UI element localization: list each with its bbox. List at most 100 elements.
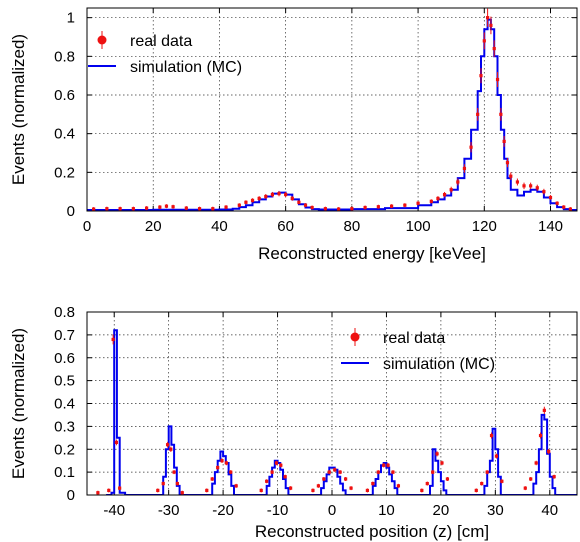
data-point xyxy=(489,23,493,27)
data-point xyxy=(216,465,220,470)
data-point xyxy=(277,192,281,196)
data-point xyxy=(416,201,420,205)
data-point xyxy=(244,200,248,204)
y-tick-label: 0 xyxy=(67,487,75,504)
data-point xyxy=(522,184,526,188)
plot-frame xyxy=(86,7,578,212)
y-tick-label: 0.4 xyxy=(54,126,75,143)
data-point xyxy=(480,481,484,486)
data-point xyxy=(382,463,386,467)
data-point xyxy=(552,475,556,479)
data-point xyxy=(327,470,331,474)
data-point xyxy=(265,479,269,483)
data-point xyxy=(333,468,337,472)
data-point xyxy=(107,488,111,493)
data-point xyxy=(548,195,553,200)
data-point xyxy=(338,470,342,474)
x-tick-label: 20 xyxy=(145,218,162,235)
data-point xyxy=(542,408,546,412)
mc-step-line xyxy=(106,329,577,495)
data-point xyxy=(495,77,500,82)
data-point xyxy=(316,484,320,488)
data-point xyxy=(482,39,486,43)
legend-data-symbol xyxy=(350,332,360,342)
data-point xyxy=(499,112,503,116)
data-point xyxy=(396,484,401,488)
data-point xyxy=(210,477,214,481)
data-point xyxy=(169,447,173,451)
data-point xyxy=(297,200,301,204)
data-point xyxy=(509,174,513,178)
y-tick-label: 0.8 xyxy=(54,304,75,321)
data-point xyxy=(92,207,96,211)
y-tick-label: 0.2 xyxy=(54,164,75,181)
y-tick-label: 0.4 xyxy=(54,396,75,413)
legend: real data simulation (MC) xyxy=(88,31,242,76)
data-point xyxy=(500,479,504,483)
y-axis-label: Events (normalized) xyxy=(9,34,28,185)
data-point xyxy=(250,198,255,202)
data-point xyxy=(365,488,369,493)
legend-label-data: real data xyxy=(130,33,192,50)
plot-area xyxy=(96,329,577,495)
data-point xyxy=(436,196,440,201)
data-point xyxy=(403,203,407,207)
data-point xyxy=(224,461,228,465)
data-point xyxy=(290,196,294,201)
data-point xyxy=(337,207,341,211)
x-tick-label: 40 xyxy=(211,218,228,235)
data-point xyxy=(376,205,380,209)
data-point xyxy=(180,491,184,495)
data-point xyxy=(486,16,490,20)
data-point xyxy=(156,488,160,493)
data-point xyxy=(184,206,188,210)
data-point xyxy=(284,192,288,197)
plot-area xyxy=(87,8,577,211)
position-chart: -40 -30 -20 -10 0 10 20 30 40 0 0.1 0.2 0.3 0.4 0.5 0.6… xyxy=(9,304,578,541)
y-tick-label: 0.6 xyxy=(54,350,75,367)
data-point xyxy=(538,433,543,438)
data-point xyxy=(229,470,233,474)
data-point xyxy=(264,194,268,199)
x-tick-label: 100 xyxy=(406,218,431,235)
data-point xyxy=(211,207,215,211)
x-tick-label: -20 xyxy=(212,502,234,519)
data-point xyxy=(479,74,483,78)
data-point xyxy=(111,337,115,342)
data-point xyxy=(542,190,546,194)
data-point xyxy=(456,180,460,184)
data-point xyxy=(435,452,439,456)
data-point xyxy=(425,481,429,486)
data-point xyxy=(270,192,275,197)
data-point xyxy=(562,205,566,209)
legend-label-data: real data xyxy=(383,330,445,347)
data-point xyxy=(442,192,447,197)
data-point xyxy=(494,454,499,458)
data-point xyxy=(476,112,480,116)
data-point xyxy=(161,481,165,486)
data-point xyxy=(197,207,202,211)
data-point xyxy=(502,139,506,143)
data-point xyxy=(547,449,551,454)
data-point xyxy=(515,180,520,184)
y-axis-label: Events (normalized) xyxy=(9,328,28,479)
data-point xyxy=(344,477,348,481)
data-point xyxy=(171,205,175,209)
data-point xyxy=(523,486,527,490)
x-tick-label: -30 xyxy=(158,502,180,519)
data-point xyxy=(279,463,283,467)
data-point xyxy=(114,440,118,444)
y-tick-label: 0.2 xyxy=(54,441,75,458)
data-point xyxy=(462,166,467,171)
y-tick-label: 0.8 xyxy=(54,48,75,65)
x-tick-label: -40 xyxy=(103,502,125,519)
x-axis-label: Reconstructed energy [keVee] xyxy=(258,244,486,263)
legend-data-symbol xyxy=(97,35,107,45)
data-point xyxy=(270,470,274,474)
data-point xyxy=(492,47,496,51)
data-point xyxy=(485,470,489,474)
data-point xyxy=(529,477,533,481)
x-tick-label: -10 xyxy=(267,502,289,519)
data-point xyxy=(474,488,478,493)
